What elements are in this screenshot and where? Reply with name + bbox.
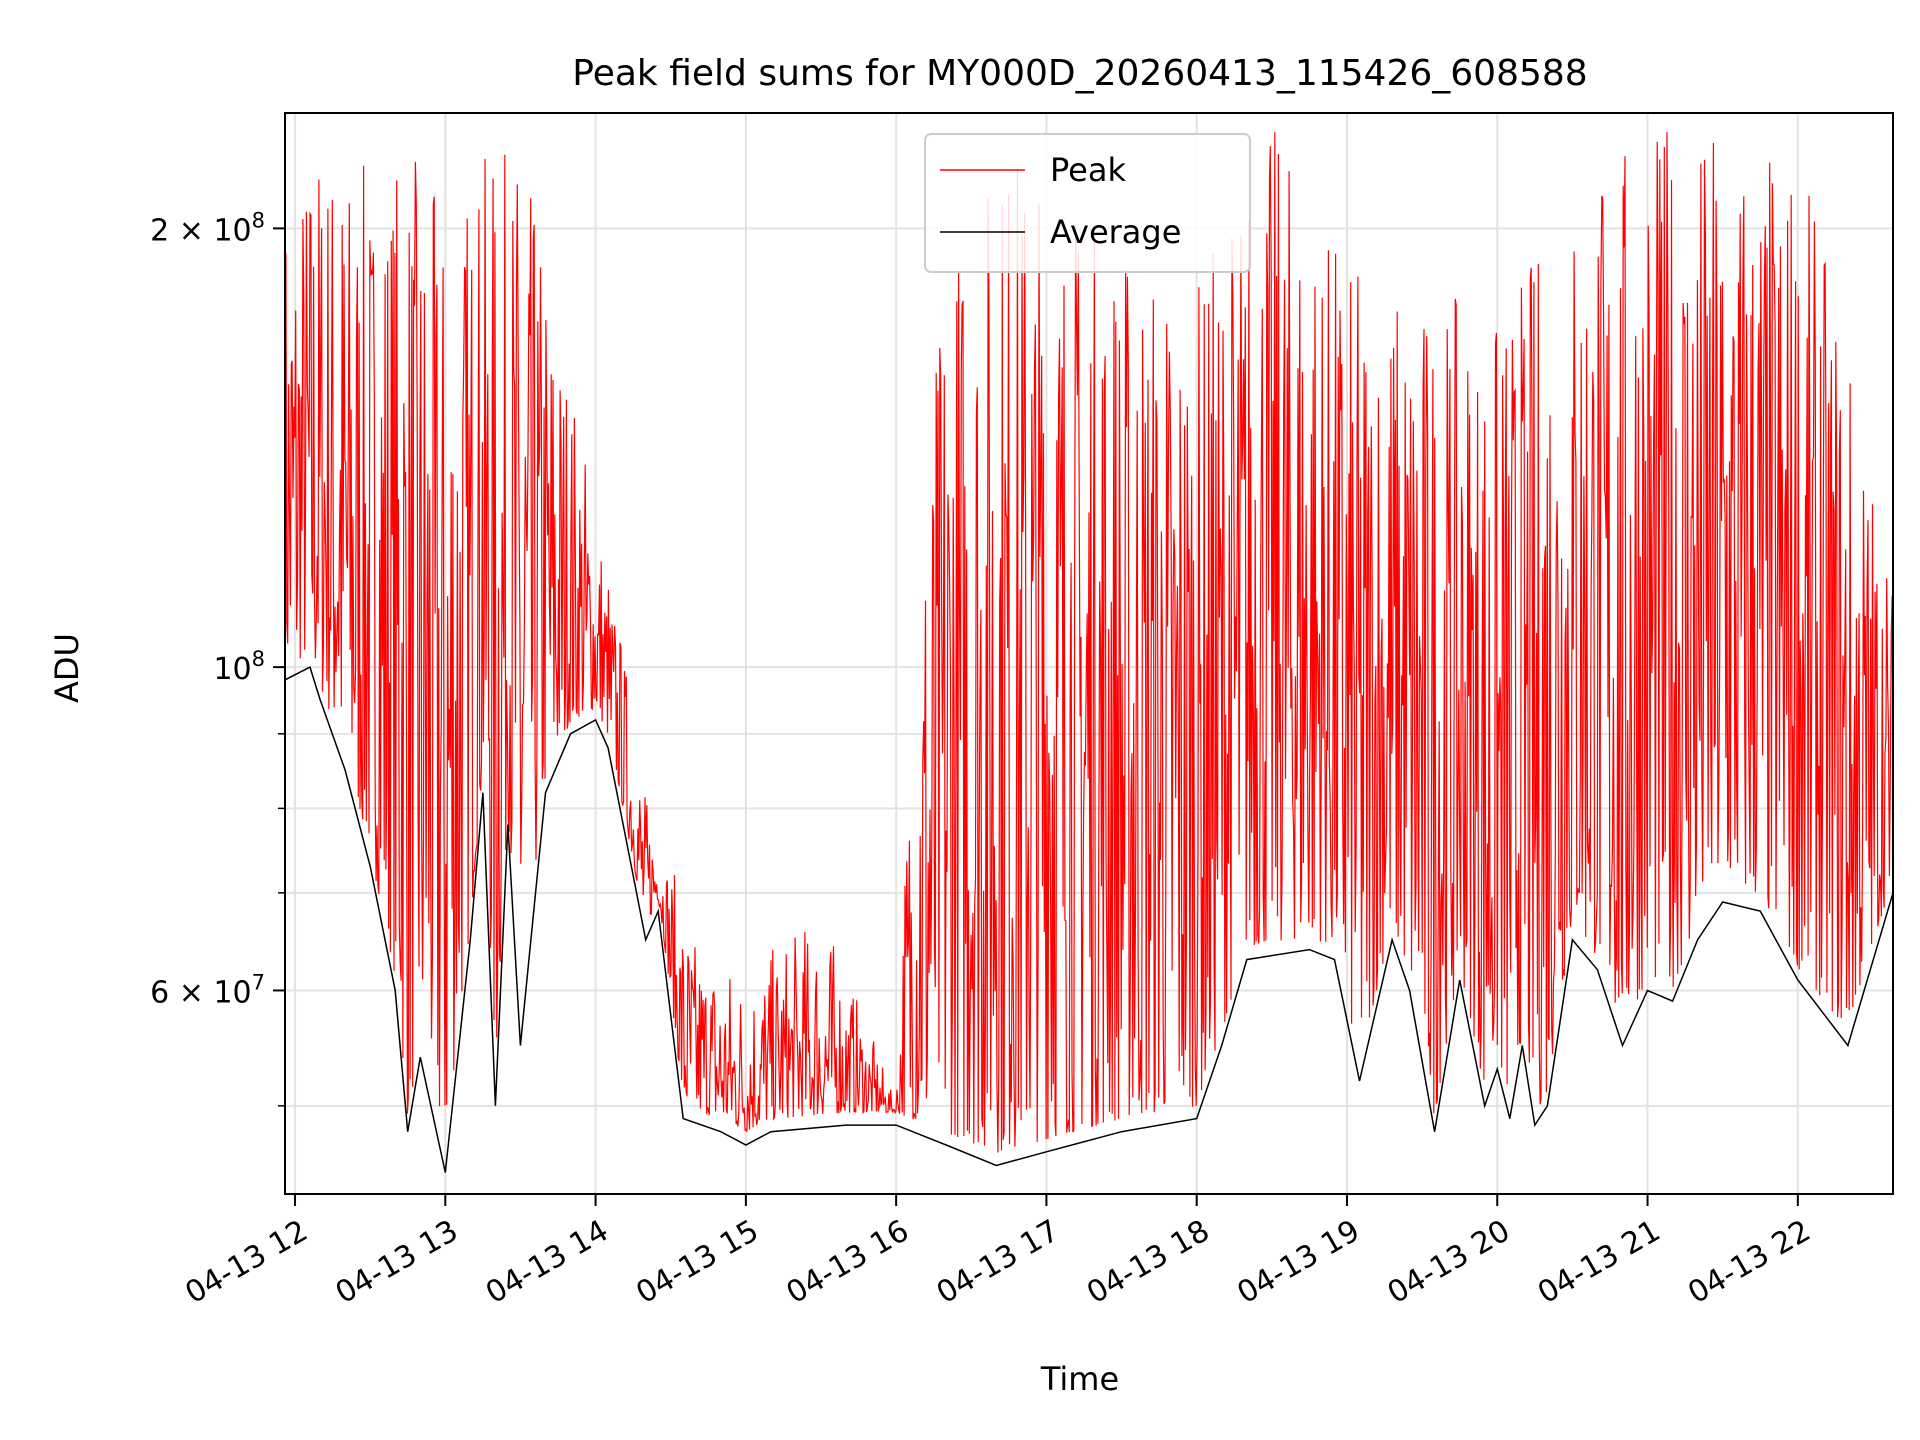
- y-tick-exponent: 7: [252, 970, 265, 994]
- y-tick-times: × 10: [169, 213, 251, 248]
- plot-frame: [284, 112, 1894, 1195]
- chart-title: Peak field sums for MY000D_20260413_1154…: [572, 53, 1587, 94]
- y-tick-mantissa: 6: [150, 975, 169, 1010]
- y-tick-label: 2 × 108: [150, 208, 265, 248]
- series-layer: [285, 132, 1893, 1173]
- x-axis-label: Time: [1040, 1360, 1119, 1398]
- y-tick-exponent: 8: [252, 647, 265, 671]
- y-tick-base: 10: [213, 652, 251, 687]
- y-tick-exponent: 8: [252, 208, 265, 232]
- legend-box: [924, 133, 1251, 273]
- y-tick-mantissa: 2: [150, 213, 169, 248]
- legend-label: Average: [1050, 213, 1181, 251]
- legend: Peak Average: [924, 133, 1251, 273]
- y-tick-times: × 10: [169, 975, 251, 1010]
- y-axis-label: ADU: [48, 633, 86, 703]
- legend-label: Peak: [1050, 151, 1126, 189]
- y-tick-label: 108: [213, 647, 265, 687]
- y-tick-label: 6 × 107: [150, 970, 265, 1010]
- series-line-peak: [285, 132, 1893, 1153]
- series-line-average: [285, 666, 1893, 1173]
